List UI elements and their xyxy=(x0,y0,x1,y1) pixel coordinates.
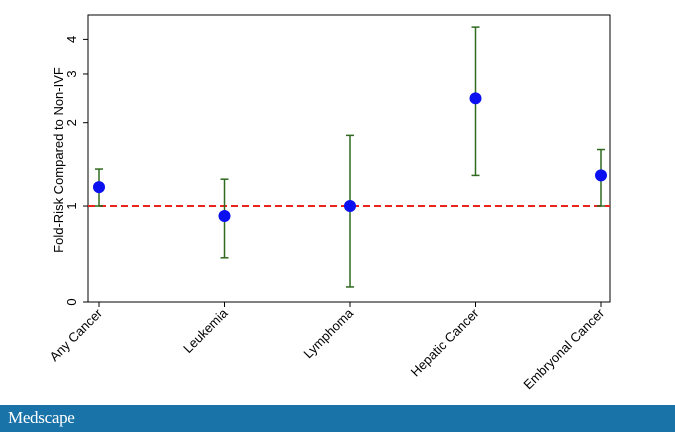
y-tick-label: 4 xyxy=(64,36,79,43)
data-point xyxy=(595,169,607,182)
data-point xyxy=(344,200,356,213)
data-point xyxy=(93,181,105,194)
y-tick-label: 0 xyxy=(64,298,79,305)
forest-plot: 0 1 2 3 4 Any Cancer Leukemia Lymphoma Hepatic C… xyxy=(46,14,611,392)
tick-label-layer: 0 1 2 3 4 Any Cancer Leukemia Lymphoma Hepatic C… xyxy=(46,36,607,392)
error-bar-layer xyxy=(95,26,605,288)
y-axis-label: Fold-Risk Compared to Non-IVF xyxy=(51,67,66,253)
x-tick-label: Lymphoma xyxy=(300,305,356,361)
data-point xyxy=(469,92,482,105)
x-tick-label: Embryonal Cancer xyxy=(520,305,607,392)
plot-frame xyxy=(87,14,611,303)
medscape-logo: Medscape xyxy=(8,408,75,427)
x-tick-label: Any Cancer xyxy=(46,305,105,364)
y-tick-label: 2 xyxy=(64,119,79,126)
data-point xyxy=(218,210,231,223)
footer-bar: Medscape xyxy=(0,405,675,432)
point-layer xyxy=(93,92,607,223)
axes xyxy=(83,14,611,307)
y-tick-label: 3 xyxy=(64,70,79,77)
y-tick-label: 1 xyxy=(64,202,79,209)
x-tick-label: Leukemia xyxy=(180,305,231,356)
x-tick-label: Hepatic Cancer xyxy=(408,305,482,379)
